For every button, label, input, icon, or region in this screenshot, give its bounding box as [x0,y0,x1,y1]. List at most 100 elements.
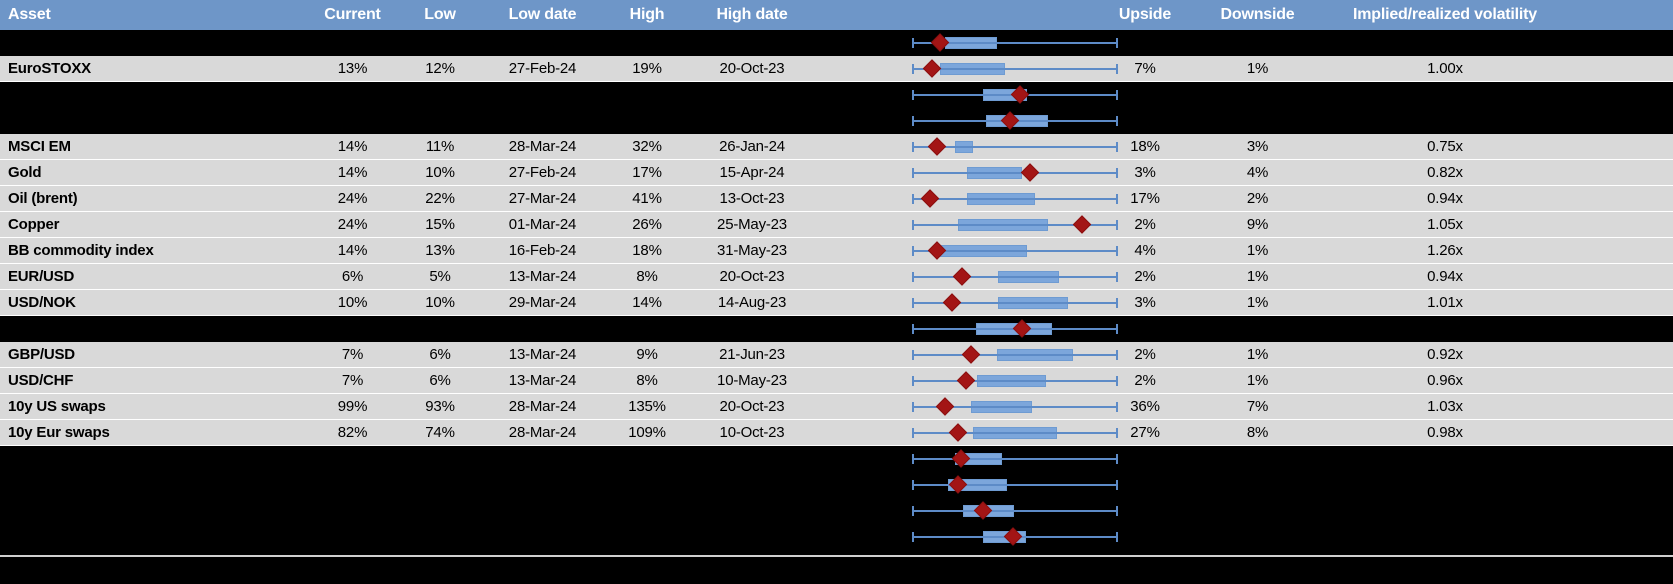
cell-current: 14% [337,242,368,259]
hidden-row [0,524,1673,550]
cell-high-date: 26-Jan-24 [719,138,785,155]
cell-downside: 1% [1246,60,1269,77]
hidden-row [0,316,1673,342]
cell-low-date: 29-Mar-24 [508,294,577,311]
cell-implied-realized: 1.05x [1427,216,1463,233]
cell-downside: 7% [1246,398,1269,415]
cell-implied-realized: 1.00x [1427,60,1463,77]
cell-asset: USD/CHF [8,372,74,389]
cell-low-date: 16-Feb-24 [508,242,577,259]
cell-low: 93% [425,398,455,415]
footer-divider-line [0,555,1673,557]
cell-current: 24% [337,216,368,233]
cell-asset: Oil (brent) [8,190,78,207]
boxplot-right-whisker-tick [1116,272,1118,282]
header-downside: Downside [1220,6,1295,23]
boxplot-whisker-line [913,432,1117,434]
range-boxplot [912,108,1118,134]
boxplot-left-whisker-tick [912,428,914,438]
boxplot-right-whisker-tick [1116,116,1118,126]
cell-low: 11% [425,138,455,155]
header-low: Low [424,6,456,23]
table-row: Gold 14% 10% 27-Feb-24 17% 15-Apr-24 3% … [0,160,1673,186]
cell-asset: 10y US swaps [8,398,106,415]
range-boxplot [912,82,1118,108]
boxplot-whisker-line [913,406,1117,408]
cell-high: 19% [632,60,662,77]
range-boxplot [912,290,1118,316]
cell-downside: 1% [1246,372,1269,389]
cell-low-date: 28-Mar-24 [508,424,577,441]
cell-upside: 7% [1134,60,1156,77]
cell-current: 14% [337,138,368,155]
boxplot-whisker-line [913,250,1117,252]
boxplot-right-whisker-tick [1116,90,1118,100]
cell-downside: 3% [1246,138,1269,155]
boxplot-whisker-line [913,484,1117,486]
range-boxplot [912,420,1118,446]
cell-upside: 3% [1134,164,1156,181]
cell-implied-realized: 1.01x [1427,294,1463,311]
boxplot-left-whisker-tick [912,194,914,204]
boxplot-left-whisker-tick [912,90,914,100]
cell-implied-realized: 1.26x [1427,242,1463,259]
boxplot-right-whisker-tick [1116,454,1118,464]
range-boxplot [912,160,1118,186]
header-upside: Upside [1118,6,1172,23]
cell-implied-realized: 0.96x [1427,372,1463,389]
cell-current: 10% [337,294,368,311]
hidden-row [0,446,1673,472]
cell-low: 12% [425,60,455,77]
cell-low: 5% [429,268,451,285]
boxplot-right-whisker-tick [1116,506,1118,516]
cell-upside: 36% [1130,398,1160,415]
boxplot-right-whisker-tick [1116,64,1118,74]
cell-low-date: 13-Mar-24 [508,268,577,285]
cell-high: 26% [632,216,662,233]
table-row: Oil (brent) 24% 22% 27-Mar-24 41% 13-Oct… [0,186,1673,212]
cell-asset: Copper [8,216,60,233]
cell-low-date: 27-Feb-24 [508,164,577,181]
boxplot-whisker-line [913,146,1117,148]
boxplot-left-whisker-tick [912,220,914,230]
table-row: USD/CHF 7% 6% 13-Mar-24 8% 10-May-23 2% … [0,368,1673,394]
cell-low-date: 27-Mar-24 [508,190,577,207]
table-row: BB commodity index 14% 13% 16-Feb-24 18%… [0,238,1673,264]
cell-high: 109% [628,424,666,441]
cell-high-date: 14-Aug-23 [717,294,787,311]
cell-low: 13% [425,242,455,259]
cell-downside: 1% [1246,294,1269,311]
boxplot-left-whisker-tick [912,324,914,334]
range-boxplot [912,30,1118,56]
cell-downside: 4% [1246,164,1269,181]
range-boxplot [912,498,1118,524]
cell-implied-realized: 0.98x [1427,424,1463,441]
boxplot-whisker-line [913,68,1117,70]
cell-high-date: 13-Oct-23 [719,190,785,207]
cell-high: 32% [632,138,662,155]
cell-downside: 2% [1246,190,1269,207]
boxplot-whisker-line [913,276,1117,278]
cell-implied-realized: 0.92x [1427,346,1463,363]
header-high-date: High date [716,6,788,23]
boxplot-current-diamond-marker [920,189,940,208]
boxplot-left-whisker-tick [912,168,914,178]
table-row: EUR/USD 6% 5% 13-Mar-24 8% 20-Oct-23 2% … [0,264,1673,290]
hidden-row [0,472,1673,498]
hidden-row [0,82,1673,108]
cell-downside: 9% [1246,216,1269,233]
boxplot-left-whisker-tick [912,506,914,516]
cell-downside: 1% [1246,346,1269,363]
cell-high: 18% [632,242,662,259]
boxplot-current-diamond-marker [956,371,976,390]
cell-low-date: 28-Mar-24 [508,398,577,415]
cell-high: 14% [632,294,662,311]
boxplot-current-diamond-marker [952,267,972,286]
cell-asset: EUR/USD [8,268,75,285]
table-row: GBP/USD 7% 6% 13-Mar-24 9% 21-Jun-23 2% … [0,342,1673,368]
boxplot-whisker-line [913,380,1117,382]
cell-upside: 27% [1130,424,1160,441]
boxplot-whisker-line [913,302,1117,304]
range-boxplot [912,368,1118,394]
boxplot-current-diamond-marker [942,293,962,312]
